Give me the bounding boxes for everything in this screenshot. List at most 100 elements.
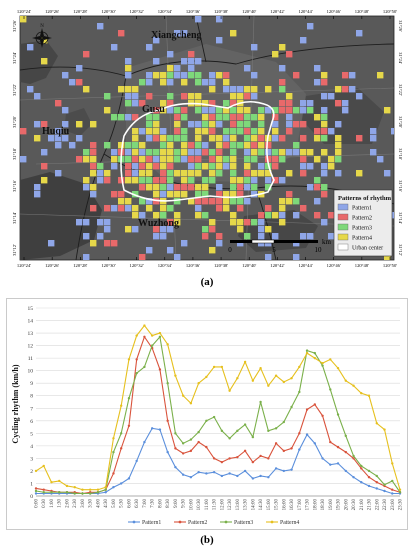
data-point-pattern2 [158,368,162,371]
bottom-tick-label: 120°42' [270,263,284,268]
pattern-cell [237,184,244,191]
x-tick-label: 2:30 [73,499,78,508]
pattern-cell [153,128,160,135]
pattern-cell [174,170,181,177]
pattern-cell [279,107,286,114]
data-point-pattern4 [313,356,317,360]
pattern-cell [139,149,146,156]
data-point-pattern4 [65,484,69,488]
pattern-cell [90,142,97,149]
pattern-cell [202,212,209,219]
pattern-cell [244,114,251,121]
top-tick-label: 120°50' [383,9,397,14]
data-point-pattern1 [367,484,371,488]
pattern-cell [118,198,125,205]
pattern-cell [118,177,125,184]
data-point-pattern2 [360,467,363,470]
pattern-cell [258,107,265,114]
right-tick-label: 31°24' [398,52,403,64]
pattern-cell [314,114,321,121]
x-tick-label: 10:30 [197,499,202,511]
data-point-pattern2 [236,455,239,459]
pattern-cell [62,107,69,114]
pattern-cell [167,107,174,114]
legend-item-label: Pattern4 [352,236,372,242]
data-point-pattern2 [181,452,185,455]
pattern-cell [125,58,132,65]
pattern-cell [286,121,293,128]
pattern-cell [328,163,335,170]
pattern-cell [76,156,83,163]
pattern-cell [202,198,209,205]
pattern-cell [195,72,202,79]
pattern-cell [321,219,328,226]
pattern-cell [216,156,223,163]
pattern-cell [174,184,181,191]
pattern-cell [300,163,307,170]
pattern-cell [139,212,146,219]
x-tick-label: 21:30 [368,499,373,511]
left-tick-label: 31°24' [12,52,17,64]
pattern-cell [202,177,209,184]
pattern-cell [244,184,251,191]
data-point-pattern2 [135,358,138,361]
pattern-cell [209,114,216,121]
y-tick-label: 0 [30,494,33,500]
data-point-pattern2 [267,457,270,460]
pattern-cell [230,156,237,163]
pattern-cell [167,93,174,100]
pattern-cell [76,135,83,142]
pattern-cell [160,142,167,149]
pattern-cell [251,149,258,156]
pattern-cell [202,142,209,149]
y-tick-label: 1 [30,481,33,487]
pattern-cell [244,163,251,170]
data-point-pattern1 [336,462,340,465]
pattern-cell [76,65,83,72]
data-point-pattern2 [352,457,355,460]
pattern-cell [251,114,258,121]
pattern-cell [160,79,167,86]
pattern-cell [62,121,69,128]
data-point-pattern3 [65,491,69,494]
x-tick-label: 19:00 [329,499,334,511]
pattern-cell [300,107,307,114]
pattern-cell [160,226,167,233]
x-tick-label: 10:00 [189,499,194,511]
legend-item-label: Urban center [352,246,383,252]
x-tick-label: 22:30 [383,499,388,511]
pattern-cell [286,114,293,121]
panel-label-b: (b) [200,534,214,546]
data-point-pattern2 [321,414,324,417]
pattern-cell [202,128,209,135]
data-point-pattern3 [305,349,309,352]
data-point-pattern3 [189,438,193,441]
pattern-cell [132,170,139,177]
legend-series-label: Pattern1 [142,520,161,526]
pattern-cell [230,107,237,114]
data-point-pattern3 [112,450,115,454]
data-point-pattern4 [398,488,402,491]
x-tick-label: 8:00 [158,499,163,508]
pattern-cell [188,170,195,177]
pattern-cell [41,149,48,156]
pattern-cell [216,205,223,212]
y-tick-label: 10 [28,369,34,375]
pattern-cell [62,135,69,142]
pattern-cell [104,240,111,247]
pattern-cell [118,191,125,198]
data-point-pattern1 [158,428,162,431]
pattern-cell [237,240,244,247]
pattern-cell [160,163,167,170]
pattern-cell [328,156,335,163]
pattern-cell [251,44,258,51]
pattern-cell [104,107,111,114]
pattern-cell [139,198,146,205]
data-point-pattern2 [112,472,115,475]
pattern-cell [286,100,293,107]
pattern-cell [90,163,97,170]
pattern-cell [230,30,237,37]
data-point-pattern1 [391,492,394,495]
x-tick-label: 15:30 [275,499,280,511]
x-tick-label: 12:00 [220,499,225,511]
